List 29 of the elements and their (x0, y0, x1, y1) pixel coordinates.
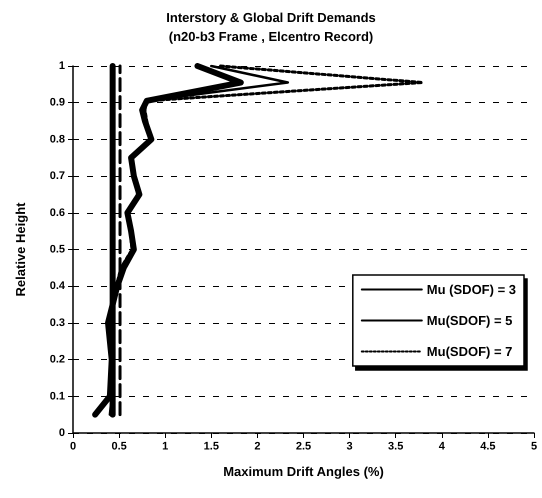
y-tick-label: 0.2 (50, 354, 65, 366)
legend-label: Mu(SDOF) = 5 (426, 313, 512, 328)
x-tick-label: 1 (162, 440, 168, 452)
y-tick-label: 0.7 (50, 170, 65, 182)
chart-subtitle: (n20-b3 Frame , Elcentro Record) (168, 29, 374, 44)
y-tick-label: 0 (58, 427, 65, 439)
y-tick-label: 0.6 (50, 206, 65, 219)
legend-label: Mu (SDOF) = 3 (426, 282, 516, 297)
x-tick-label: 0.5 (111, 440, 127, 452)
x-tick-label: 2 (254, 440, 260, 452)
x-tick-label: 2.5 (296, 440, 312, 452)
y-axis-title: Relative Height (13, 202, 28, 296)
y-tick-label: 0.1 (50, 390, 65, 402)
legend-label: Mu(SDOF) = 7 (426, 344, 512, 359)
x-tick-label: 5 (530, 440, 538, 452)
y-tick-label: 0.8 (50, 133, 65, 146)
x-tick-label: 4 (438, 440, 446, 452)
x-tick-label: 4.5 (480, 440, 496, 452)
x-tick-label: 3 (346, 440, 353, 452)
y-tick-label: 0.3 (50, 316, 65, 329)
x-tick-label: 0 (70, 440, 76, 452)
chart-title: Interstory & Global Drift Demands (166, 10, 376, 25)
y-tick-label: 0.4 (50, 280, 66, 292)
y-tick-label: 0.5 (50, 244, 65, 256)
y-tick-label: 0.9 (50, 96, 65, 109)
x-tick-label: 3.5 (388, 440, 404, 452)
y-tick-label: 1 (58, 60, 65, 72)
x-axis-title: Maximum Drift Angles (%) (223, 464, 384, 479)
x-tick-label: 1.5 (204, 440, 219, 452)
